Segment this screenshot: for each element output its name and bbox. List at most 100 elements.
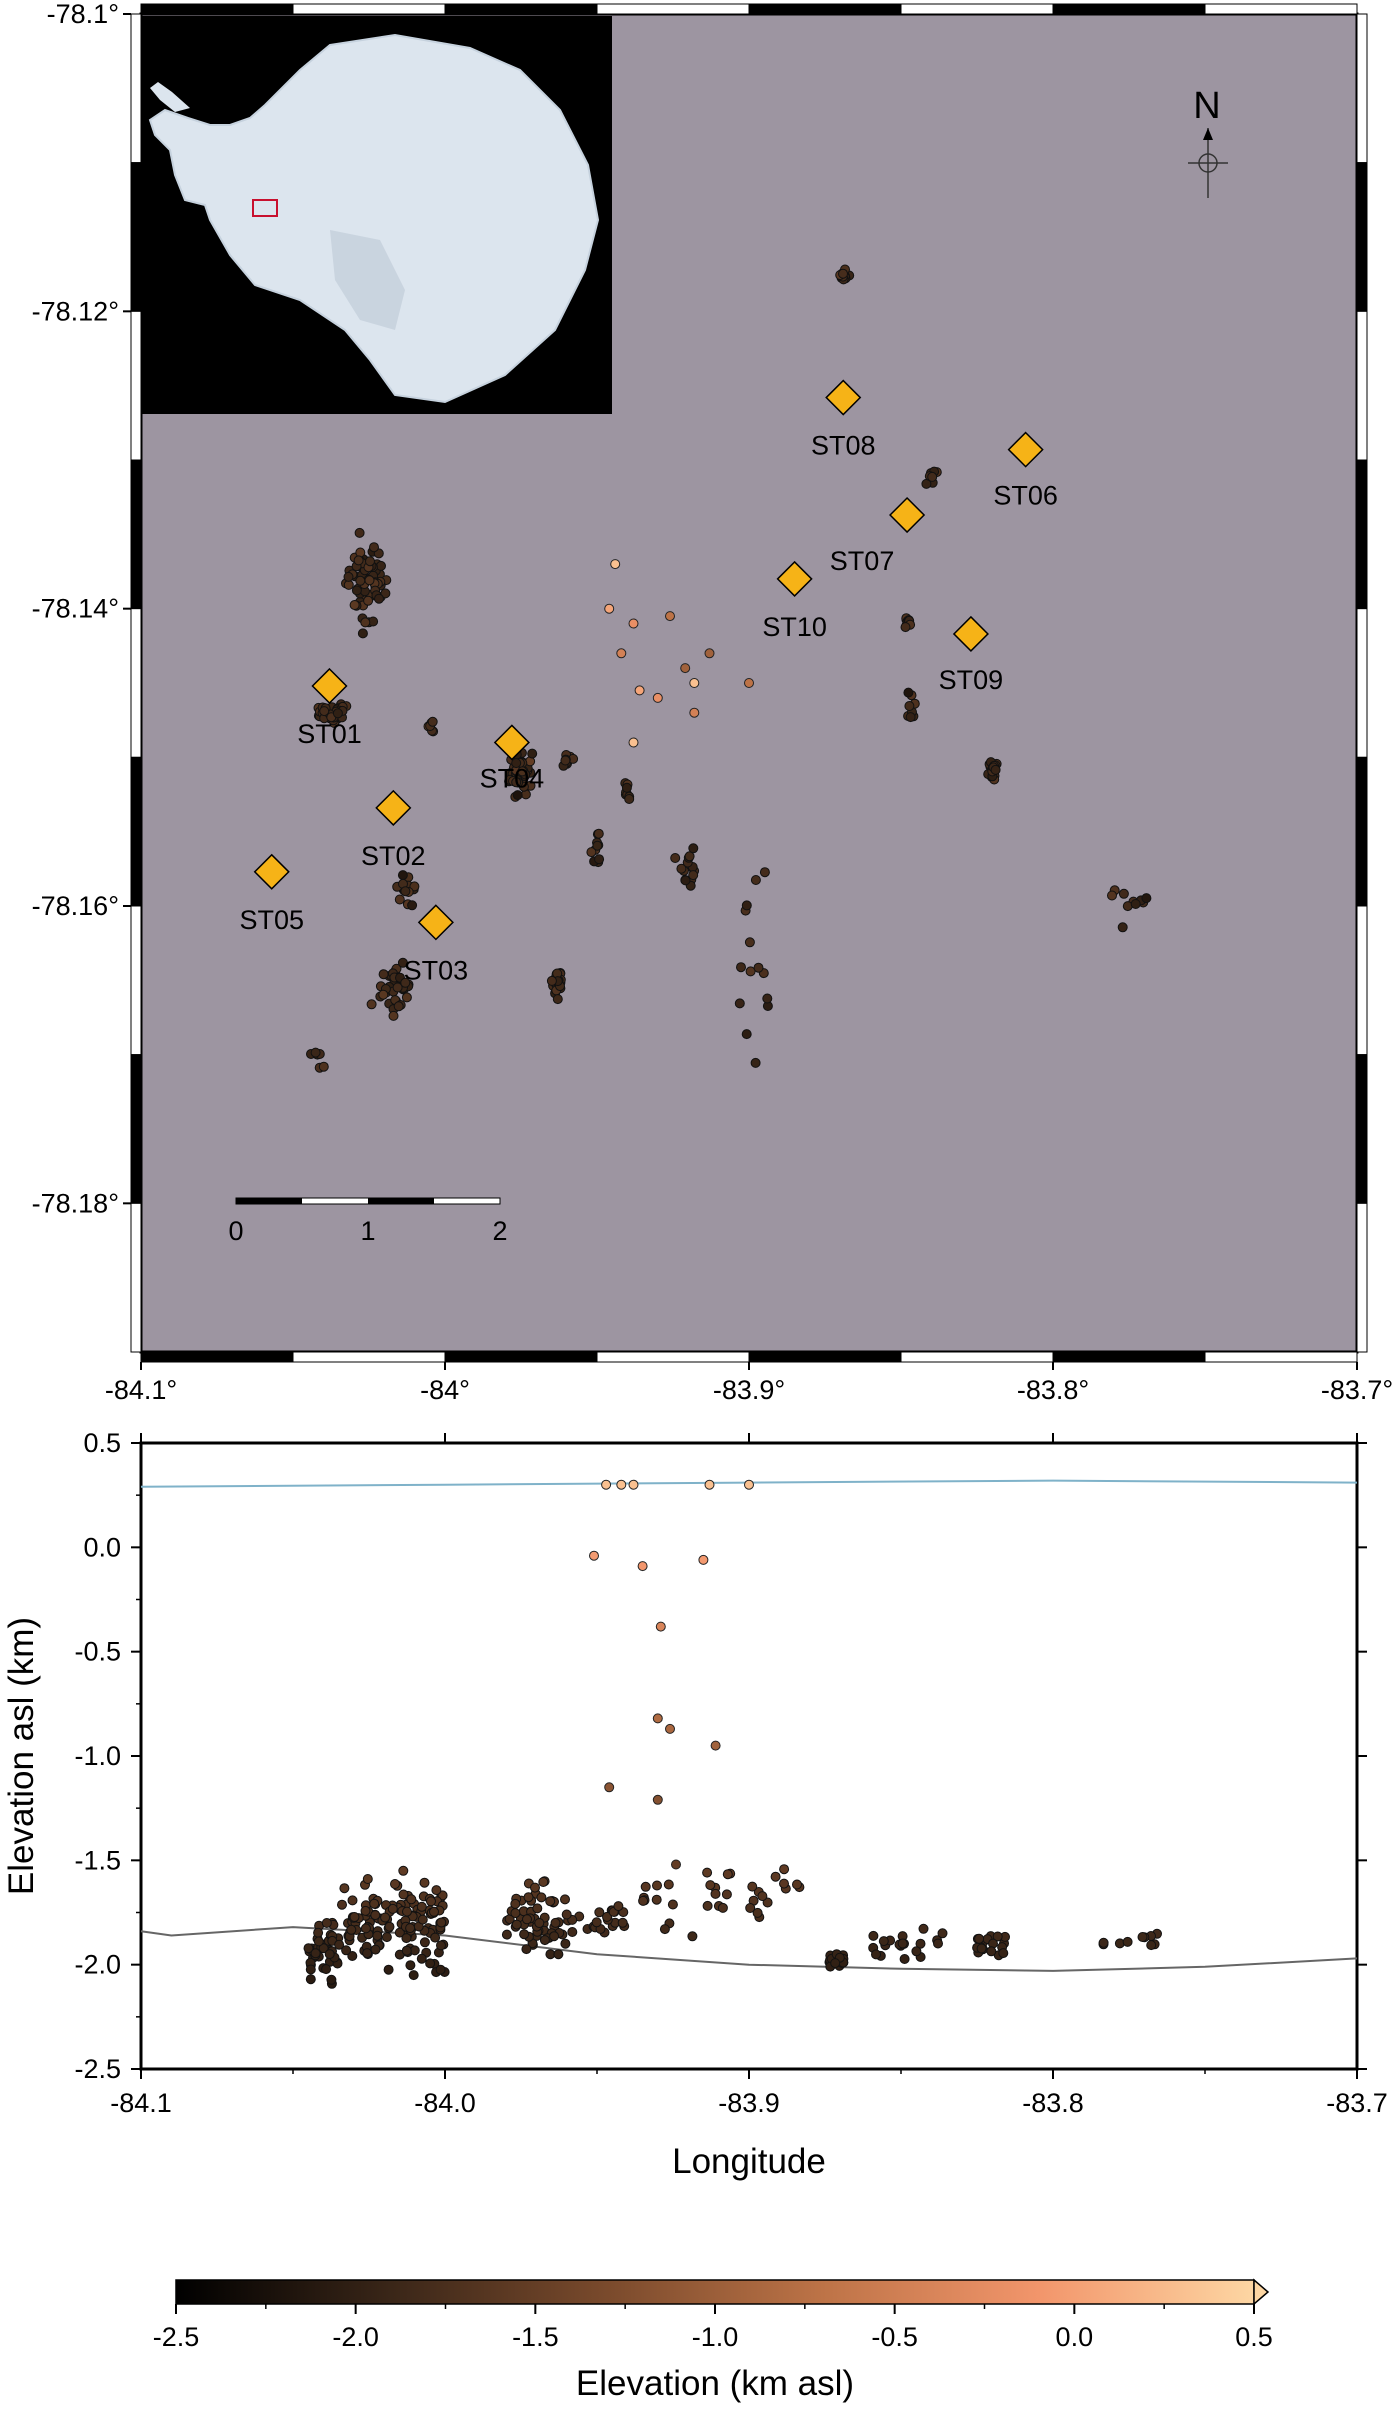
section-event	[384, 1921, 395, 1932]
section-shallow-event	[704, 1479, 715, 1490]
section-shallow-event	[710, 1740, 721, 1751]
map-panel: ST01 ST02 ST03 ST04 ST05 ST06 ST07 ST08 ST09 ST10…	[32, 0, 1394, 1405]
map-event	[741, 900, 752, 911]
section-event	[638, 1895, 649, 1906]
section-event	[341, 1945, 352, 1956]
section-event	[416, 1953, 427, 1964]
frame-right-segment	[1356, 162, 1368, 312]
map-stations: ST01 ST02 ST03 ST04 ST05 ST06 ST07 ST08 ST09 ST10	[239, 379, 1058, 985]
section-event	[326, 1974, 337, 1985]
map-event	[586, 847, 597, 858]
lat-tick-label: -78.1°	[47, 0, 119, 29]
section-event	[770, 1871, 781, 1882]
frame-left-segment	[130, 1202, 142, 1353]
frame-top-segment	[1204, 3, 1358, 15]
map-event	[927, 471, 938, 482]
station-label: ST05	[239, 905, 304, 935]
map-shallow-event	[665, 611, 675, 622]
map-event	[762, 993, 773, 1004]
section-event	[792, 1879, 802, 1890]
lon-tick-label: -84°	[420, 1375, 470, 1405]
map-event	[744, 937, 755, 948]
map-shallow-event	[652, 692, 663, 703]
map-shallow-event	[744, 678, 754, 688]
map-event	[1117, 922, 1128, 933]
section-event	[560, 1894, 570, 1905]
map-event	[624, 794, 635, 804]
section-event	[878, 1936, 889, 1947]
station-marker	[493, 724, 530, 761]
section-event	[510, 1898, 521, 1909]
frame-right-segment	[1356, 608, 1368, 758]
section-event	[426, 1896, 436, 1907]
map-event	[750, 875, 761, 885]
lat-tick-label: -78.12°	[32, 296, 119, 326]
section-event	[933, 1938, 943, 1949]
section-event	[717, 1902, 728, 1913]
section-event	[416, 1901, 427, 1912]
section-event	[538, 1877, 549, 1887]
map-event	[741, 1029, 752, 1040]
map-event	[903, 687, 914, 698]
frame-left-segment	[130, 13, 142, 164]
section-event	[1098, 1937, 1109, 1948]
lon-tick-label: -83.7°	[1321, 1375, 1393, 1405]
section-event	[334, 1939, 345, 1950]
section-event	[347, 1895, 358, 1906]
section-event	[640, 1881, 651, 1892]
map-shallow-event	[689, 678, 700, 688]
map-event	[376, 560, 386, 571]
station-marker	[776, 560, 813, 597]
map-event	[378, 989, 389, 1000]
map-event	[374, 593, 384, 604]
section-event	[419, 1877, 430, 1888]
section-shallow-event	[589, 1550, 599, 1561]
y-tick-label: 0.0	[83, 1532, 121, 1562]
section-event	[868, 1930, 879, 1941]
section-event	[710, 1888, 721, 1899]
map-event	[750, 1057, 761, 1068]
section-event	[370, 1910, 381, 1921]
map-event	[392, 982, 403, 993]
map-events	[306, 264, 1152, 1073]
section-event	[553, 1949, 564, 1960]
section-event	[539, 1935, 550, 1946]
section-event	[830, 1958, 841, 1969]
map-event	[511, 777, 522, 788]
section-event	[663, 1879, 674, 1890]
station-marker	[253, 853, 290, 890]
map-shallow-event	[616, 648, 627, 659]
frame-bottom-segment	[292, 1351, 446, 1363]
map-event	[517, 766, 528, 777]
map-event	[594, 854, 605, 865]
lon-tick-labels: -84.1° -84° -83.9° -83.8° -83.7°	[105, 1362, 1393, 1405]
section-event	[406, 1894, 417, 1905]
map-event	[734, 998, 745, 1009]
lat-tick-label: -78.16°	[32, 891, 119, 921]
section-event	[752, 1907, 763, 1918]
colorbar-ramp	[175, 2279, 1255, 2305]
section-event	[394, 1927, 405, 1938]
section-event	[501, 1929, 512, 1940]
section-event	[417, 1914, 428, 1925]
antarctica-continent	[148, 33, 600, 404]
section-shallow-event	[665, 1723, 675, 1734]
lat-tick-label: -78.18°	[32, 1188, 119, 1218]
section-event	[436, 1940, 446, 1951]
station-label: ST03	[404, 955, 469, 985]
map-event	[511, 758, 522, 769]
map-event	[670, 853, 681, 863]
section-event	[915, 1938, 926, 1949]
map-event	[388, 1010, 399, 1021]
section-event	[360, 1923, 371, 1934]
map-event	[905, 712, 916, 723]
map-event	[318, 1061, 329, 1072]
map-event	[753, 962, 764, 973]
frame-top-segment	[900, 3, 1054, 15]
section-event	[522, 1914, 532, 1925]
section-event	[1122, 1936, 1133, 1947]
section-event	[402, 1906, 412, 1917]
colorbar-overflow-arrow	[1253, 2278, 1270, 2306]
map-event	[1107, 890, 1117, 901]
station-marker	[417, 904, 454, 941]
